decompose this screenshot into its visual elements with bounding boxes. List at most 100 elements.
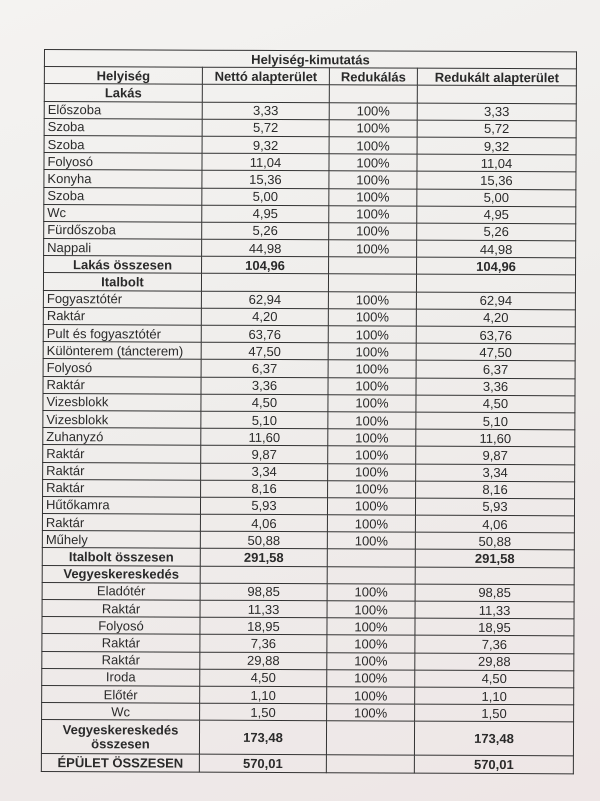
reduction: 100%: [327, 583, 416, 602]
empty-cell: [202, 84, 330, 103]
room-name: Lakás összesen: [43, 255, 202, 274]
room-name: Folyosó: [43, 152, 203, 171]
reduction: 100%: [328, 171, 417, 189]
reduction: 100%: [329, 119, 418, 138]
room-name: Szoba: [44, 135, 203, 154]
room-name: Előtér: [41, 685, 200, 704]
reduced-area: 570,01: [414, 755, 574, 774]
net-area: 11,04: [201, 153, 330, 172]
net-area: 4,06: [200, 514, 328, 532]
reduced-area: 11,04: [416, 154, 577, 173]
net-area: 5,26: [201, 222, 329, 240]
net-area: 8,16: [200, 479, 328, 498]
reduced-area: 5,72: [417, 119, 577, 138]
reduced-area: 47,50: [416, 343, 576, 362]
reduction: 100%: [327, 531, 416, 550]
reduced-area: 18,95: [414, 618, 575, 637]
room-name: Wc: [41, 702, 200, 721]
empty-cell: [201, 273, 329, 292]
reduction: 100%: [327, 411, 416, 430]
reduction: 100%: [326, 652, 415, 670]
reduction: 100%: [327, 428, 416, 447]
grand-total-row: ÉPÜLET ÖSSZESEN 570,01 570,01: [41, 753, 574, 774]
net-area: 15,36: [201, 170, 329, 189]
reduced-area: 29,88: [414, 652, 574, 671]
room-name: Raktár: [42, 376, 202, 394]
room-name: Zuhanyzó: [42, 427, 201, 446]
empty-cell: [327, 566, 416, 584]
net-area: 18,95: [199, 617, 328, 636]
reduced-area: 5,26: [416, 223, 576, 241]
empty-cell: [328, 274, 417, 292]
net-area: 570,01: [199, 754, 327, 773]
section-name: Lakás: [44, 83, 203, 102]
reduced-area: 98,85: [415, 583, 575, 602]
reduction: 100%: [326, 617, 416, 636]
room-name: Hűtőkamra: [42, 496, 201, 515]
reduced-area: 44,98: [416, 240, 576, 259]
room-name: Konyha: [43, 169, 202, 188]
room-name: Különterem (táncterem): [43, 341, 202, 360]
net-area: 291,58: [200, 548, 328, 567]
net-area: 62,94: [201, 290, 329, 309]
reduction: 100%: [327, 600, 416, 619]
net-area: 3,34: [200, 462, 328, 481]
empty-cell: [417, 85, 577, 104]
reduced-area: 104,96: [416, 257, 576, 276]
room-name: Folyosó: [43, 358, 202, 377]
net-area: 173,48: [199, 720, 327, 756]
reduction: 100%: [327, 394, 416, 413]
header-reduction: Redukálás: [329, 67, 418, 86]
net-area: 6,37: [201, 359, 329, 378]
reduction: 100%: [326, 686, 415, 705]
reduced-area: 63,76: [416, 326, 576, 345]
reduction: 100%: [327, 377, 417, 395]
room-name: Szoba: [44, 118, 203, 137]
empty-cell: [416, 274, 576, 293]
net-area: 1,10: [199, 686, 327, 704]
net-area: 9,32: [202, 136, 330, 154]
net-area: 47,50: [201, 342, 329, 361]
reduction: 100%: [328, 360, 417, 378]
net-area: 4,50: [200, 393, 328, 412]
net-area: 3,33: [202, 101, 330, 120]
room-name: Előszoba: [44, 101, 203, 119]
reduced-area: 4,95: [416, 205, 576, 224]
reduced-area: 1,50: [414, 704, 574, 723]
net-area: 4,95: [201, 204, 329, 223]
reduction: 100%: [328, 325, 417, 344]
section-name: Vegyeskereskedés: [42, 565, 201, 583]
room-name: Wc: [43, 204, 202, 223]
section-name: Italbolt: [43, 272, 202, 291]
reduced-area: 5,00: [416, 188, 576, 207]
net-area: 104,96: [201, 256, 329, 275]
empty-cell: [415, 566, 575, 585]
room-name: Eladótér: [42, 582, 201, 601]
net-area: 63,76: [201, 325, 329, 343]
reduced-area: 173,48: [414, 721, 574, 757]
reduced-area: 9,87: [415, 446, 575, 465]
net-area: 5,10: [200, 411, 328, 429]
reduction: 100%: [328, 342, 417, 361]
reduction: [326, 721, 415, 756]
reduced-area: 3,36: [415, 377, 576, 396]
reduced-area: 8,16: [415, 480, 575, 499]
net-area: 9,87: [200, 445, 328, 464]
room-name: Raktár: [42, 599, 201, 618]
section-total-row: Vegyeskereskedés összesen 173,48 173,48: [41, 719, 574, 757]
room-name: Raktár: [42, 513, 201, 532]
room-name: Raktár: [42, 444, 201, 463]
reduction: 100%: [328, 239, 417, 258]
reduced-area: 4,20: [416, 308, 576, 327]
reduction: 100%: [329, 102, 418, 120]
reduced-area: 50,88: [415, 532, 575, 551]
room-name: Vizesblokk: [42, 393, 201, 412]
reduced-area: 3,34: [415, 463, 575, 482]
reduction: 100%: [328, 188, 417, 206]
reduction: [328, 256, 417, 275]
room-name: Raktár: [42, 479, 201, 498]
room-schedule-table: Helyiség-kimutatás Helyiség Nettó alapte…: [41, 49, 577, 774]
reduced-area: 1,10: [414, 687, 574, 705]
empty-cell: [200, 565, 328, 584]
header-reduced-area: Redukált alapterület: [417, 68, 577, 87]
